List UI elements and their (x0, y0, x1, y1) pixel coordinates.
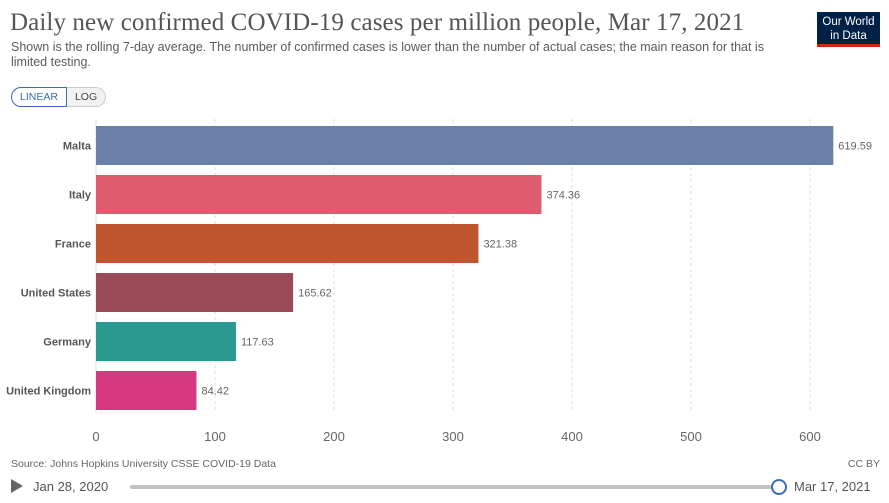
timeline-end-date: Mar 17, 2021 (794, 479, 871, 494)
x-tick-label: 0 (92, 429, 99, 444)
chart-subtitle: Shown is the rolling 7-day average. The … (11, 40, 764, 69)
source-note[interactable]: Source: Johns Hopkins University CSSE CO… (11, 458, 276, 470)
value-label: 321.38 (483, 239, 517, 251)
category-label: Malta (63, 141, 92, 153)
bar[interactable] (96, 371, 197, 410)
x-tick-label: 600 (799, 429, 821, 444)
x-tick-label: 100 (204, 429, 226, 444)
value-labels: 619.59 374.36 321.38 165.62 117.63 84.42 (201, 141, 872, 398)
bar[interactable] (96, 322, 236, 361)
bar[interactable] (96, 175, 542, 214)
value-label: 84.42 (201, 386, 229, 398)
value-label: 374.36 (546, 190, 580, 202)
logo-line-1: Our World (822, 16, 875, 28)
x-tick-label: 200 (323, 429, 345, 444)
owid-logo[interactable]: Our World in Data (817, 12, 880, 47)
x-tick-label: 500 (680, 429, 702, 444)
bar[interactable] (96, 126, 834, 165)
value-label: 165.62 (298, 288, 332, 300)
bar[interactable] (96, 224, 479, 263)
bar[interactable] (96, 273, 294, 312)
category-label: France (55, 239, 91, 251)
category-labels: Malta Italy France United States Germany Unit… (6, 141, 92, 398)
value-label: 117.63 (241, 337, 274, 349)
timeline: Jan 28, 2020 Mar 17, 2021 (0, 476, 889, 498)
log-scale-button[interactable]: LOG (66, 87, 107, 107)
bars (96, 126, 834, 410)
category-label: United Kingdom (6, 386, 91, 398)
timeline-track[interactable] (130, 485, 780, 489)
category-label: United States (21, 288, 91, 300)
linear-scale-button[interactable]: LINEAR (11, 87, 67, 107)
gridlines (95, 119, 811, 413)
x-axis-ticks: 0 100 200 300 400 500 600 (92, 429, 820, 444)
timeline-handle[interactable] (771, 479, 787, 495)
category-label: Germany (43, 337, 92, 349)
play-icon[interactable] (11, 479, 23, 493)
timeline-start-date: Jan 28, 2020 (33, 479, 109, 494)
value-label: 619.59 (838, 141, 872, 153)
logo-line-2: in Data (830, 30, 867, 42)
chart-title: Daily new confirmed COVID-19 cases per m… (10, 9, 745, 36)
x-tick-label: 300 (442, 429, 464, 444)
scale-toggle: LINEAR LOG (11, 87, 107, 107)
license-link[interactable]: CC BY (847, 458, 880, 470)
category-label: Italy (69, 190, 92, 202)
x-tick-label: 400 (561, 429, 583, 444)
bar-chart: Malta Italy France United States Germany Unit… (6, 119, 872, 444)
